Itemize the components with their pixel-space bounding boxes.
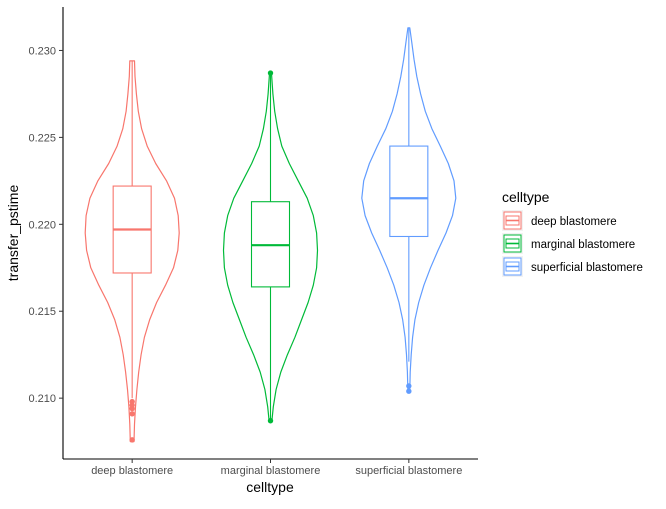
y-tick-label: 0.210 [28, 393, 56, 405]
violin-group-1 [84, 60, 180, 443]
legend-label: marginal blastomere [531, 239, 635, 251]
violin-outline [361, 27, 457, 392]
violin-outline [84, 60, 180, 443]
legend-title: celltype [502, 189, 550, 205]
legend-label: deep blastomere [531, 216, 617, 228]
y-axis-title: transfer_pstime [5, 185, 21, 282]
legend-item-3: superficial blastomere [502, 256, 643, 277]
x-axis: deep blastomere marginal blastomere superf… [63, 458, 478, 477]
legend-item-1: deep blastomere [502, 210, 617, 231]
legend-label: superficial blastomere [531, 262, 643, 274]
plot-area [84, 27, 457, 443]
y-tick-label: 0.215 [28, 306, 56, 318]
legend-item-2: marginal blastomere [502, 233, 635, 254]
y-axis: 0.210 0.215 0.220 0.225 0.230 [28, 7, 64, 459]
y-tick-label: 0.225 [28, 132, 56, 144]
y-tick-label: 0.220 [28, 219, 56, 231]
box [389, 145, 429, 238]
violin-group-2 [222, 70, 319, 424]
outlier-point [406, 388, 412, 394]
outlier-point [267, 418, 274, 424]
legend: celltype deep blastomere marginal blastom… [502, 189, 643, 277]
outlier-point [267, 70, 274, 76]
outlier-point [406, 383, 412, 389]
outlier-point [129, 437, 135, 443]
x-tick-label: marginal blastomere [221, 465, 321, 477]
x-tick-label: superficial blastomere [355, 465, 462, 477]
x-tick-label: deep blastomere [91, 465, 173, 477]
outlier-point [129, 405, 135, 412]
outlier-point [129, 411, 135, 417]
violin-group-3 [361, 27, 457, 394]
x-axis-title: celltype [246, 479, 294, 495]
y-tick-label: 0.230 [28, 45, 56, 57]
